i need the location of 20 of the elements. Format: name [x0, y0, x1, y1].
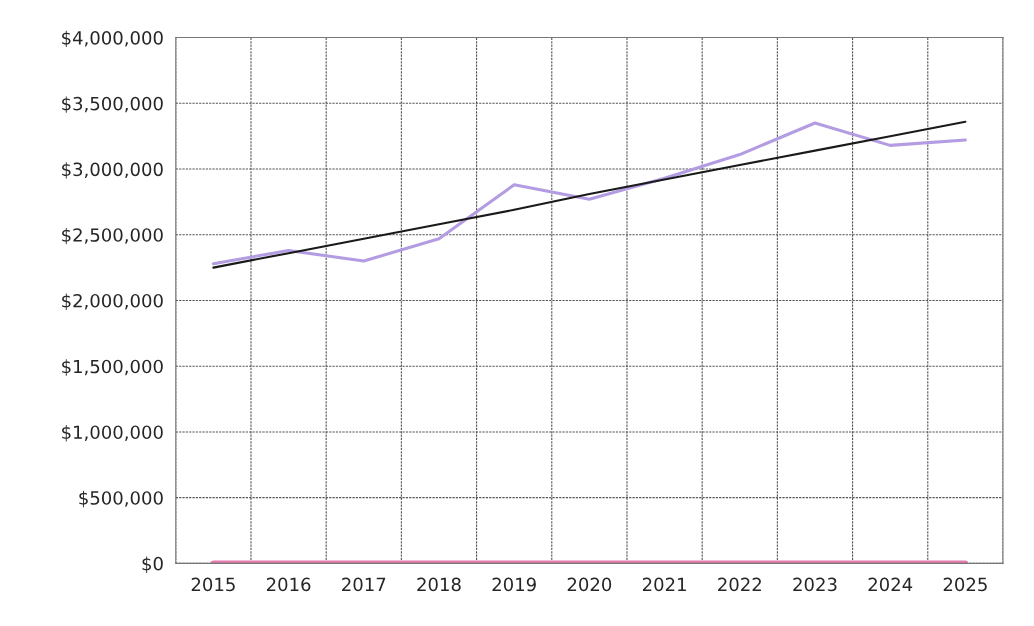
- x-tick-label: 2021: [642, 577, 686, 592]
- y-tick-label: $2,000,000: [62, 293, 163, 310]
- x-tick-label: 2023: [793, 577, 837, 592]
- x-tick-label: 2020: [567, 577, 612, 592]
- y-tick-label: $500,000: [79, 490, 163, 508]
- y-tick-label: $0: [142, 556, 163, 573]
- x-tick-label: 2017: [342, 577, 386, 592]
- y-tick-label: $1,000,000: [62, 425, 163, 442]
- x-tick-label: 2022: [718, 577, 761, 592]
- x-tick-label: 2015: [191, 577, 235, 592]
- x-tick-label: 2025: [943, 577, 987, 592]
- y-tick-label: $4,000,000: [62, 30, 163, 48]
- x-tick-label: 2019: [492, 577, 536, 592]
- y-tick-label: $1,500,000: [62, 359, 163, 376]
- y-tick-label: $3,500,000: [62, 96, 163, 113]
- x-tick-label: 2016: [266, 577, 311, 592]
- x-tick-label: 2018: [417, 577, 461, 592]
- x-tick-label: 2024: [868, 577, 913, 592]
- y-tick-label: $3,000,000: [62, 162, 163, 179]
- y-tick-label: $2,500,000: [62, 227, 163, 245]
